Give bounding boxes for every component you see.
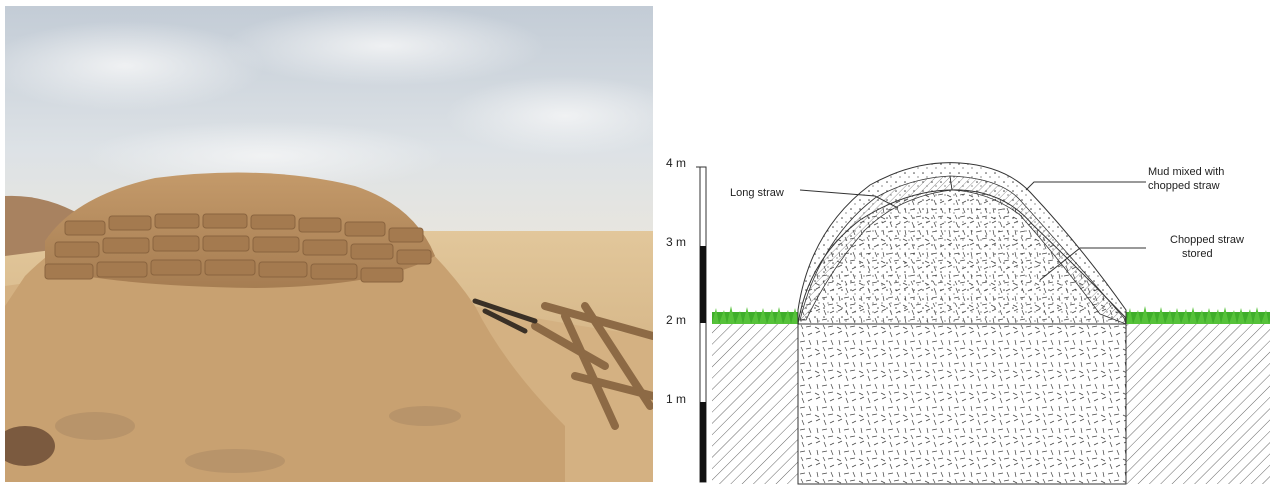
scale-tick-2m: 2 m (666, 313, 686, 327)
label-long-straw: Long straw (730, 187, 784, 199)
grass-left (712, 306, 799, 324)
ground-left (712, 324, 798, 484)
mound-photo-illustration (5, 6, 653, 482)
mud-leader (1026, 182, 1146, 190)
label-mud-line2: chopped straw (1148, 180, 1220, 192)
label-mud-line1: Mud mixed with (1148, 166, 1224, 178)
scale-tick-1m: 1 m (666, 392, 686, 406)
grass-right (1126, 306, 1270, 324)
ground-right (1126, 324, 1270, 484)
cross-section-svg: 4 m 3 m 2 m 1 m Long straw Mud mixed wit… (660, 0, 1270, 488)
scale-bar (696, 167, 706, 482)
mound-photo (5, 6, 653, 482)
cross-section-diagram: 4 m 3 m 2 m 1 m Long straw Mud mixed wit… (660, 0, 1270, 488)
label-chopped-line1: Chopped straw (1170, 234, 1244, 246)
label-chopped-line2: stored (1182, 248, 1213, 260)
scale-tick-3m: 3 m (666, 235, 686, 249)
scale-tick-4m: 4 m (666, 156, 686, 170)
straw-store-body (798, 190, 1126, 484)
